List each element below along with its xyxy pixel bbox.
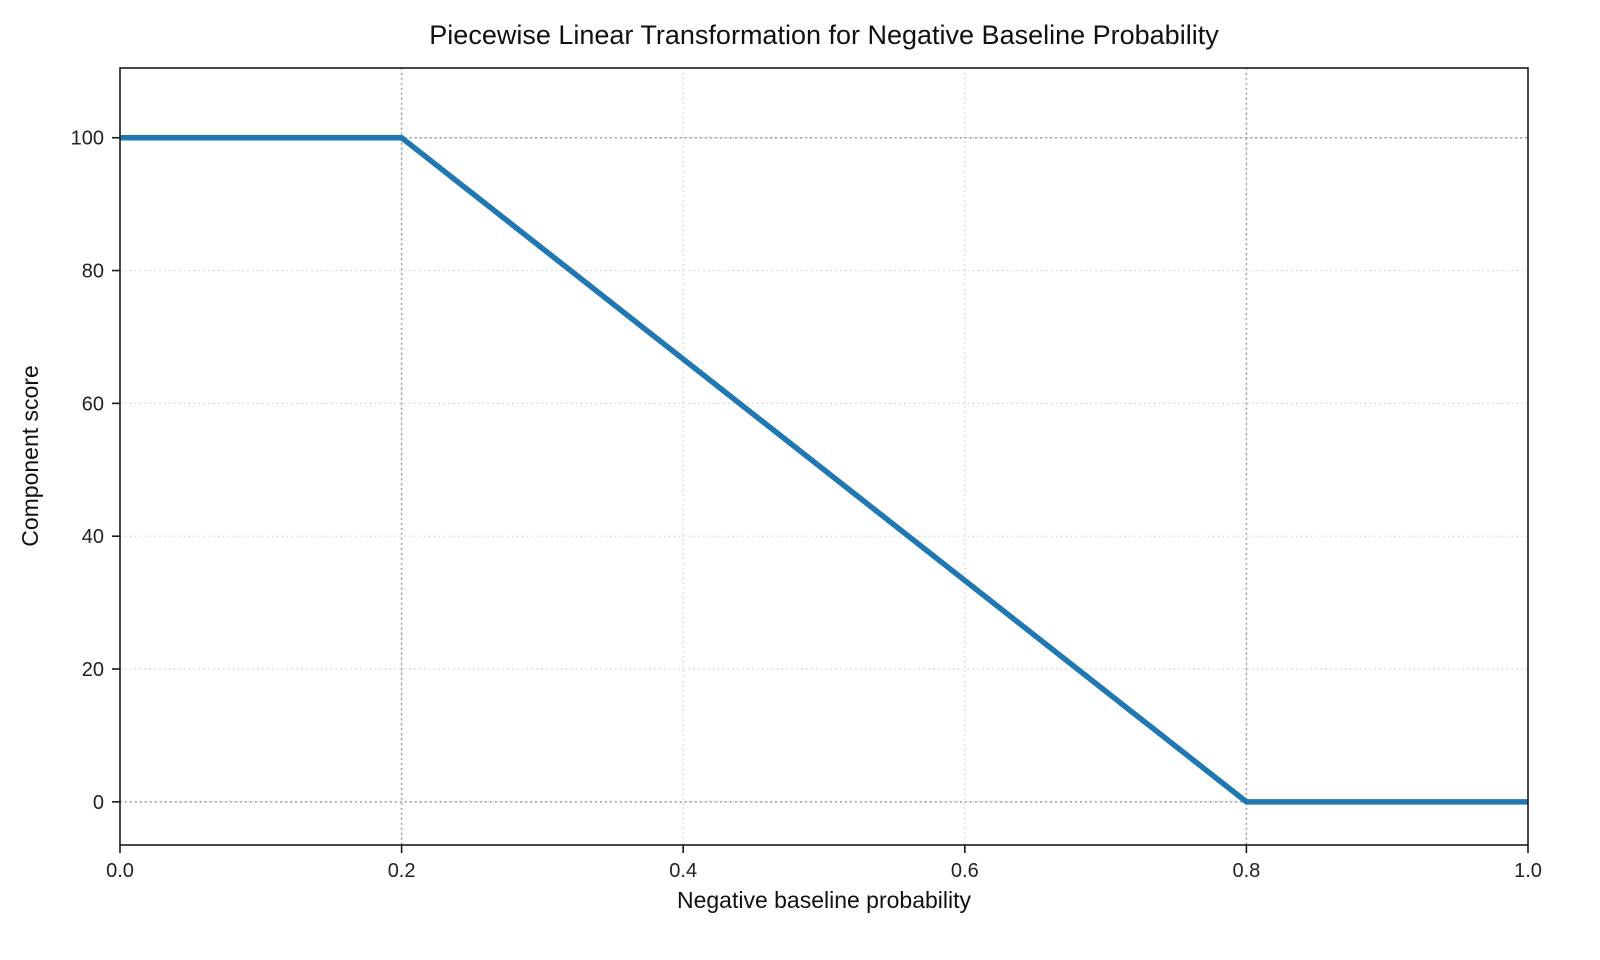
y-tick-label: 100: [71, 128, 104, 150]
breakpoint-lines-layer: [120, 68, 1528, 845]
x-tick-label: 0.0: [106, 860, 134, 882]
y-tick-label: 0: [93, 792, 104, 814]
series-layer: [120, 134, 1528, 805]
x-tick-label: 0.8: [1232, 860, 1260, 882]
y-tick-label: 60: [82, 393, 104, 415]
y-tick-label: 80: [82, 261, 104, 283]
x-axis-label: Negative baseline probability: [677, 887, 972, 913]
chart-title: Piecewise Linear Transformation for Nega…: [429, 20, 1219, 50]
ticks-layer: 0.0 0.2 0.4 0.6 0.8 1.0 0 20 40 60 80 100: [71, 128, 1542, 882]
y-tick-label: 20: [82, 659, 104, 681]
plot-border: [119, 67, 1529, 846]
y-axis-label: Component score: [17, 365, 43, 547]
series-component-score: [120, 134, 1528, 805]
grid-layer: [120, 68, 1528, 845]
x-tick-label: 0.2: [388, 860, 416, 882]
x-tick-label: 0.6: [951, 860, 979, 882]
x-tick-label: 0.4: [669, 860, 697, 882]
axes-layer: [119, 67, 1529, 846]
x-tick-label: 1.0: [1514, 860, 1542, 882]
y-tick-label: 40: [82, 526, 104, 548]
